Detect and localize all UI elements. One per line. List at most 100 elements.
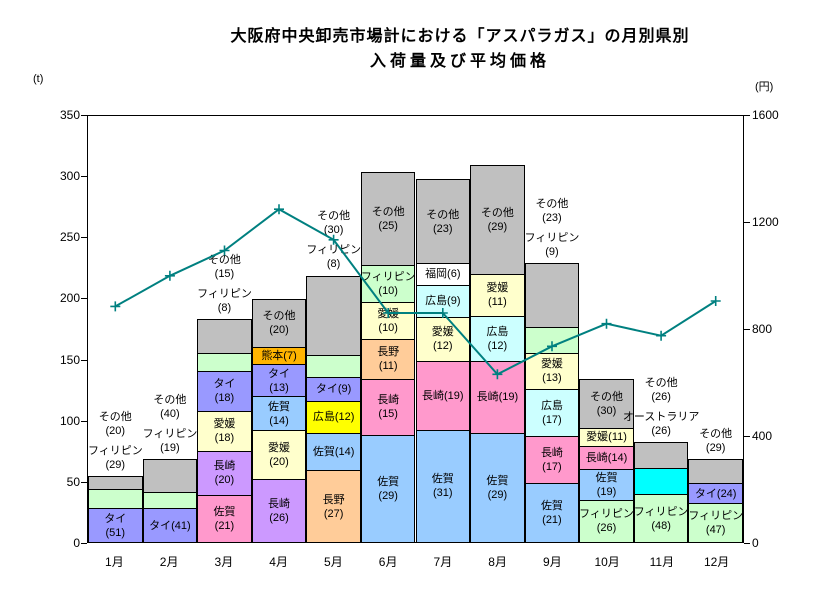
segment-label: 愛媛 xyxy=(486,282,509,295)
bar-segment-佐賀: 佐賀 (29) xyxy=(470,432,525,542)
stacked-bar-7月: 佐賀 (31) 長崎(19) 愛媛 (12) 広島(9) 福岡(6) その他 (23) xyxy=(415,179,471,542)
outside-label-line: その他 xyxy=(207,254,241,267)
segment-label: (27) xyxy=(323,507,344,520)
outside-label-その他: その他 (15) xyxy=(197,253,252,281)
bar-segment-フィリピン: フィリピン (47) xyxy=(688,503,743,542)
segment-label: 広島 xyxy=(540,399,563,412)
bar-segment-佐賀: 佐賀 (21) xyxy=(524,483,580,542)
segment-label: (14) xyxy=(269,414,289,427)
bar-segment-広島: 広島(12) xyxy=(470,315,525,361)
bar-segment-その他: その他 (20) xyxy=(251,298,307,348)
segment-label: (10) xyxy=(378,284,398,297)
segment-label: 長崎 xyxy=(540,447,563,460)
bar-segment-フィリピン xyxy=(88,489,143,509)
month-column-5月: 長野 (27) 佐賀(14) 広島(12) タイ(9) その他 (30) フィリピン (8) xyxy=(306,116,361,542)
bar-segment-佐賀: 佐賀(14) xyxy=(306,432,361,471)
outside-label-line: (8) xyxy=(217,302,232,315)
outside-label-line: フィリピン xyxy=(524,232,580,245)
outside-label-line: (40) xyxy=(160,408,180,421)
stacked-bars-layer: タイ (51) その他 (20) フィリピン (29) タイ(41) その他 (40) フィリピン… xyxy=(88,116,743,542)
segment-label: (19) xyxy=(596,485,617,498)
stacked-bar-11月: フィリピン (48) xyxy=(634,442,689,542)
left-axis-tick-350: 350 xyxy=(59,108,80,122)
outside-labels-2月: その他 (40) フィリピン (19) xyxy=(143,393,198,455)
outside-label-line: (29) xyxy=(105,459,126,472)
bar-segment-その他 xyxy=(524,263,580,328)
segment-label: 長野 xyxy=(377,346,400,359)
bar-segment-愛媛: 愛媛 (12) xyxy=(415,317,471,361)
x-axis-label-10月: 10月 xyxy=(594,555,620,569)
bar-segment-長崎: 長崎(19) xyxy=(415,360,471,430)
bar-segment-長崎: 長崎 (15) xyxy=(360,379,416,435)
segment-label: その他 xyxy=(480,206,514,219)
bar-segment-フィリピン xyxy=(197,352,252,371)
stacked-bar-12月: フィリピン (47) タイ(24) xyxy=(688,459,743,542)
bar-segment-タイ: タイ (18) xyxy=(197,370,252,411)
segment-label: 長崎(19) xyxy=(422,389,464,402)
right-axis-tickmark xyxy=(744,543,750,544)
outside-label-フィリピン: フィリピン (19) xyxy=(143,427,198,455)
right-axis-tick-400: 400 xyxy=(752,429,773,443)
bar-segment-タイ: タイ(41) xyxy=(142,508,198,542)
segment-label: 長崎 xyxy=(377,394,400,407)
bar-segment-タイ: タイ (51) xyxy=(88,508,143,542)
month-column-7月: 佐賀 (31) 長崎(19) 愛媛 (12) 広島(9) 福岡(6) その他 (23) xyxy=(415,116,471,542)
month-column-12月: フィリピン (47) タイ(24) その他 (29) xyxy=(688,116,743,542)
month-column-8月: 佐賀 (29) 長崎(19) 広島 (12) 愛媛 (11) その他 (29) xyxy=(470,116,525,542)
outside-label-その他: その他 (26) xyxy=(604,376,719,404)
outside-label-line: その他 xyxy=(317,210,351,223)
month-column-11月: フィリピン (48) その他 (26) オーストラリア (26) xyxy=(623,116,699,542)
outside-label-line: (26) xyxy=(651,391,671,404)
month-column-6月: 佐賀 (29) 長崎 (15) 長野 (11) 愛媛 (10) フィリピン (10) その他 (25) xyxy=(361,116,416,542)
segment-label: (30) xyxy=(596,404,617,417)
left-axis-tick-50: 50 xyxy=(66,474,80,489)
segment-label: (47) xyxy=(705,524,726,537)
segment-label: (51) xyxy=(105,526,126,539)
bar-segment-愛媛: 愛媛 (10) xyxy=(360,301,416,339)
bar-segment-長崎: 長崎 (20) xyxy=(197,450,252,496)
outside-labels-12月: その他 (29) xyxy=(688,427,743,455)
bar-segment-タイ: タイ(9) xyxy=(306,376,361,401)
left-axis-tickmark xyxy=(81,237,87,239)
stacked-bar-2月: タイ(41) xyxy=(142,459,198,542)
left-axis-tickmark xyxy=(81,359,87,361)
segment-label: その他 xyxy=(590,390,624,403)
right-axis-tickmark xyxy=(744,329,750,330)
segment-label: (12) xyxy=(487,339,508,352)
segment-label: 広島 xyxy=(486,325,509,338)
segment-label: (17) xyxy=(542,413,562,426)
segment-label: (18) xyxy=(214,392,235,405)
bar-segment-フィリピン: フィリピン (26) xyxy=(579,499,634,542)
bar-segment-フィリピン xyxy=(142,492,198,509)
stacked-bar-10月: フィリピン (26) 佐賀 (19) 長崎(14) 愛媛(11) その他 (30) xyxy=(579,378,634,542)
left-axis-tickmark xyxy=(81,298,87,300)
right-axis-tick-1600: 1600 xyxy=(752,108,779,122)
outside-labels-1月: その他 (20) フィリピン (29) xyxy=(88,410,143,472)
segment-label: 愛媛 xyxy=(213,418,236,431)
bar-segment-熊本: 熊本(7) xyxy=(251,347,307,365)
outside-label-line: (23) xyxy=(542,212,562,225)
segment-label: 愛媛(11) xyxy=(586,431,627,444)
segment-label: (18) xyxy=(214,432,235,445)
chart-title-line1: 大阪府中央卸売市場計における「アスパラガス」の月別県別 xyxy=(230,28,690,45)
x-axis-label-6月: 6月 xyxy=(378,555,398,569)
bar-segment-長崎: 長崎(14) xyxy=(579,445,634,469)
segment-label: (21) xyxy=(214,520,235,533)
bar-segment-佐賀: 佐賀 (31) xyxy=(415,429,471,542)
left-axis-tick-300: 300 xyxy=(59,169,80,184)
bar-segment-佐賀: 佐賀 (19) xyxy=(579,468,634,500)
segment-label: タイ xyxy=(104,512,127,525)
outside-label-フィリピン: フィリピン (9) xyxy=(525,231,580,259)
x-axis-label-4月: 4月 xyxy=(269,555,288,569)
outside-label-line: その他 xyxy=(644,377,678,390)
bar-segment-タイ: タイ(24) xyxy=(688,483,743,504)
segment-label: 長野 xyxy=(322,493,345,506)
bar-segment-愛媛: 愛媛 (18) xyxy=(197,410,252,451)
outside-label-line: (8) xyxy=(326,258,341,271)
segment-label: 愛媛 xyxy=(540,358,563,371)
outside-label-line: その他 xyxy=(699,428,733,441)
segment-label: 愛媛 xyxy=(377,307,400,320)
bar-segment-長野: 長野 (11) xyxy=(360,338,416,380)
segment-label: タイ(41) xyxy=(149,519,191,532)
bar-segment-広島: 広島 (17) xyxy=(524,388,580,437)
